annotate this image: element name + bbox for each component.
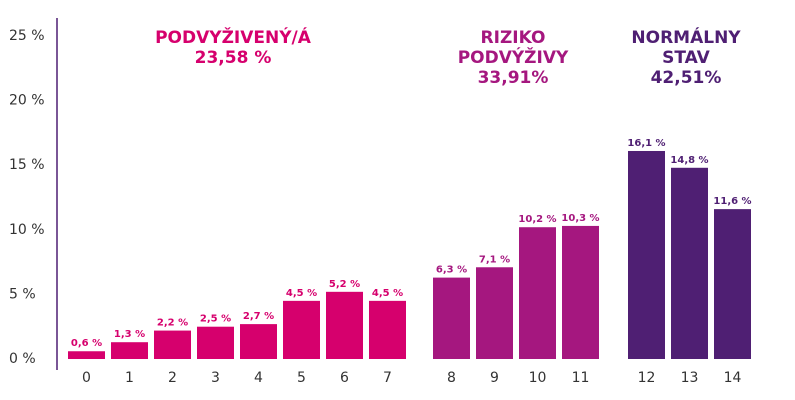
bar — [519, 227, 556, 359]
x-tick-label: 3 — [211, 370, 220, 386]
data-label: 7,1 % — [479, 254, 510, 265]
group-title: STAV — [662, 48, 711, 68]
x-tick-label: 12 — [638, 370, 656, 386]
bar — [369, 301, 406, 359]
x-tick-label: 14 — [724, 370, 742, 386]
y-tick-label: 25 % — [9, 28, 45, 44]
group-title: PODVYŽIVENÝ/Á — [155, 26, 312, 48]
x-tick-label: 2 — [168, 370, 177, 386]
data-label: 10,3 % — [561, 213, 599, 224]
data-label: 6,3 % — [436, 265, 467, 276]
bar — [433, 278, 470, 359]
group-title: RIZIKO — [481, 28, 546, 48]
x-tick-label: 1 — [125, 370, 134, 386]
bar — [714, 209, 751, 359]
group-title: 33,91% — [478, 68, 549, 88]
bar — [671, 168, 708, 359]
y-tick-label: 20 % — [9, 93, 45, 109]
x-tick-label: 4 — [254, 370, 263, 386]
x-tick-label: 8 — [447, 370, 456, 386]
data-label: 11,6 % — [713, 196, 751, 207]
data-label: 2,7 % — [243, 311, 274, 322]
bar — [240, 324, 277, 359]
y-tick-label: 10 % — [9, 222, 45, 238]
group-title: NORMÁLNY — [631, 26, 741, 48]
data-label: 0,6 % — [71, 338, 102, 349]
x-tick-label: 13 — [681, 370, 699, 386]
bar — [197, 327, 234, 359]
bar — [476, 267, 513, 359]
bar — [111, 342, 148, 359]
x-tick-label: 10 — [529, 370, 547, 386]
data-label: 5,2 % — [329, 279, 360, 290]
data-label: 1,3 % — [114, 329, 145, 340]
data-label: 2,5 % — [200, 314, 231, 325]
group-title: 42,51% — [651, 68, 722, 88]
x-tick-label: 5 — [297, 370, 306, 386]
bar — [326, 292, 363, 359]
bar — [68, 351, 105, 359]
x-tick-label: 0 — [82, 370, 91, 386]
bar — [154, 331, 191, 359]
group-title: PODVÝŽIVY — [458, 46, 569, 68]
data-label: 16,1 % — [627, 138, 665, 149]
data-label: 10,2 % — [518, 214, 556, 225]
data-label: 2,2 % — [157, 318, 188, 329]
x-tick-label: 7 — [383, 370, 392, 386]
bar — [628, 151, 665, 359]
y-tick-label: 0 % — [9, 351, 36, 367]
y-tick-label: 5 % — [9, 286, 36, 302]
bar — [283, 301, 320, 359]
x-tick-label: 9 — [490, 370, 499, 386]
x-tick-label: 6 — [340, 370, 349, 386]
bar — [562, 226, 599, 359]
y-tick-label: 15 % — [9, 157, 45, 173]
data-label: 14,8 % — [670, 155, 708, 166]
data-label: 4,5 % — [286, 288, 317, 299]
data-label: 4,5 % — [372, 288, 403, 299]
x-tick-label: 11 — [572, 370, 590, 386]
group-title: 23,58 % — [195, 48, 272, 68]
